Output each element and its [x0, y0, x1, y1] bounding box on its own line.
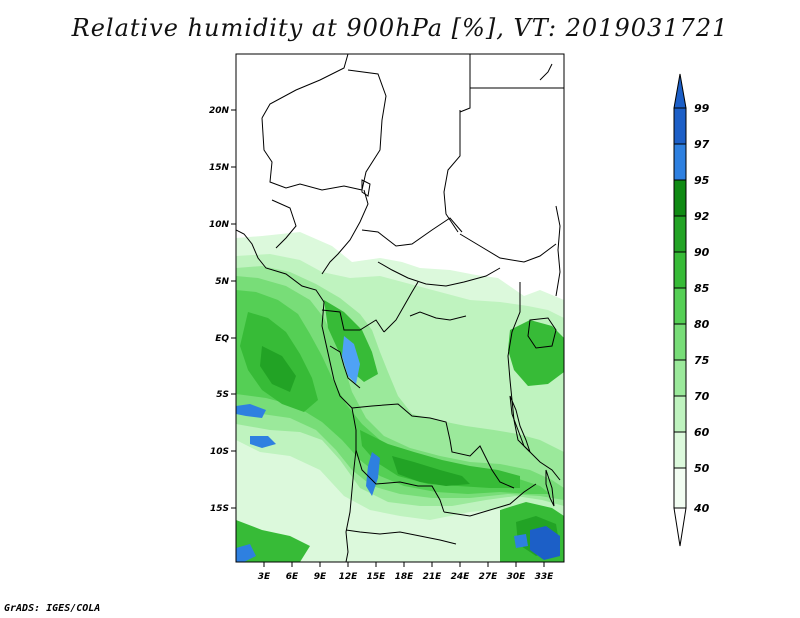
lon-label: 21E	[423, 572, 443, 582]
border-sudan-southsudan	[459, 233, 557, 263]
colorbar-segment	[673, 107, 687, 145]
border-chad-car	[361, 217, 463, 247]
rh-85-patch-d	[508, 320, 564, 386]
lat-label: 5S	[216, 390, 229, 400]
rh-90-patch-a	[392, 456, 470, 486]
rh-97-patch-d	[236, 544, 256, 562]
colorbar-bottom-arrow	[673, 507, 687, 547]
colorbar-label: 70	[694, 390, 710, 403]
lat-label: 10S	[210, 447, 229, 457]
colorbar-label: 75	[694, 354, 710, 367]
border-drc-angola	[351, 403, 515, 489]
lon-label: 9E	[314, 572, 327, 582]
drc-river	[409, 311, 467, 321]
lon-label: 24E	[451, 572, 471, 582]
lat-label: 20N	[209, 106, 230, 116]
border-cameroon-gabon	[321, 309, 385, 333]
colorbar-label: 95	[694, 174, 710, 187]
border-algeria-libya	[261, 54, 349, 119]
rh-75-region	[236, 276, 564, 500]
border-nigeria-niger	[271, 199, 297, 249]
border-congo-drc	[383, 281, 419, 333]
colorbar-segment	[673, 395, 687, 433]
colorbar-label: 97	[694, 138, 710, 151]
colorbar-segment	[673, 467, 687, 509]
lon-label: 12E	[339, 572, 359, 582]
lon-label: 3E	[258, 572, 271, 582]
rh-95-patch-a	[342, 336, 360, 384]
lake-victoria	[527, 317, 557, 349]
border-tanzania-mozambique	[529, 451, 561, 481]
rh-97-patch-a	[366, 452, 380, 496]
colorbar-segment	[673, 215, 687, 253]
colorbar-segment	[673, 179, 687, 217]
border-chad-sudan	[443, 110, 461, 233]
rh-99-patch-a	[530, 526, 560, 560]
colorbar-segment	[673, 359, 687, 397]
colorbar-top-arrow	[673, 73, 687, 109]
colorbar-label: 99	[694, 102, 710, 115]
colorbar-label: 92	[694, 210, 710, 223]
border-zambia-zimbabwe	[443, 483, 537, 517]
border-car-south	[377, 261, 501, 287]
colorbar-label: 60	[694, 426, 710, 439]
colorbar-label: 80	[694, 318, 710, 331]
coastline-west	[236, 229, 357, 562]
lat-label: 15S	[210, 504, 229, 514]
map-frame	[235, 53, 565, 563]
lake-tanganyika	[509, 395, 531, 453]
red-sea-coast	[539, 63, 553, 81]
border-mali-niger	[261, 117, 363, 191]
lon-label: 30E	[507, 572, 527, 582]
colorbar-label: 40	[693, 502, 710, 515]
border-angola-zambia	[355, 449, 445, 513]
colorbar-segment	[673, 251, 687, 289]
lon-label: 27E	[479, 572, 499, 582]
rh-90-patch-b	[260, 346, 296, 392]
rh-85-patch-e	[236, 520, 310, 562]
lon-label: 15E	[367, 572, 387, 582]
lat-label: 10N	[209, 220, 230, 230]
border-drc-east	[507, 282, 531, 453]
colorbar-segment	[673, 287, 687, 325]
rh-97-patch-b	[236, 404, 266, 418]
lat-axis: 20N 15N 10N 5N EQ 5S 10S 15S	[209, 106, 236, 514]
lon-label: 6E	[286, 572, 299, 582]
borders	[236, 54, 564, 562]
colorbar-segment	[673, 431, 687, 469]
colorbar-labels: 99 97 95 92 90 85 80 75 70 60 50 40	[693, 102, 710, 515]
border-southsudan-east	[555, 205, 561, 297]
humidity-fill	[236, 232, 564, 562]
lake-malawi	[545, 469, 555, 507]
map-title: Relative humidity at 900hPa [%], VT: 201…	[71, 14, 729, 42]
lon-label: 33E	[535, 572, 555, 582]
border-libya-egypt	[459, 54, 471, 113]
border-angola-namibia	[345, 529, 457, 545]
border-nigeria-cameroon	[321, 189, 369, 275]
rh-97-patch-c	[250, 436, 276, 448]
border-niger-libya	[347, 69, 387, 191]
colorbar-label: 50	[694, 462, 710, 475]
lon-axis: 3E 6E 9E 12E 15E 18E 21E 24E 27E 30E 33E	[258, 562, 554, 582]
lat-label: 15N	[209, 163, 230, 173]
colorbar-label: 90	[694, 246, 710, 259]
rh-85-patch-c	[324, 300, 378, 382]
lake-chad	[361, 179, 371, 197]
lon-label: 18E	[395, 572, 415, 582]
colorbar	[673, 73, 687, 547]
colorbar-segment	[673, 323, 687, 361]
colorbar-label: 85	[694, 282, 710, 295]
credit-label: GrADS: IGES/COLA	[4, 603, 101, 614]
lat-label: 5N	[215, 277, 229, 287]
colorbar-segment	[673, 143, 687, 181]
lat-label: EQ	[215, 334, 229, 344]
rh-97-patch-e	[514, 534, 528, 548]
border-gabon-congo	[329, 345, 361, 389]
